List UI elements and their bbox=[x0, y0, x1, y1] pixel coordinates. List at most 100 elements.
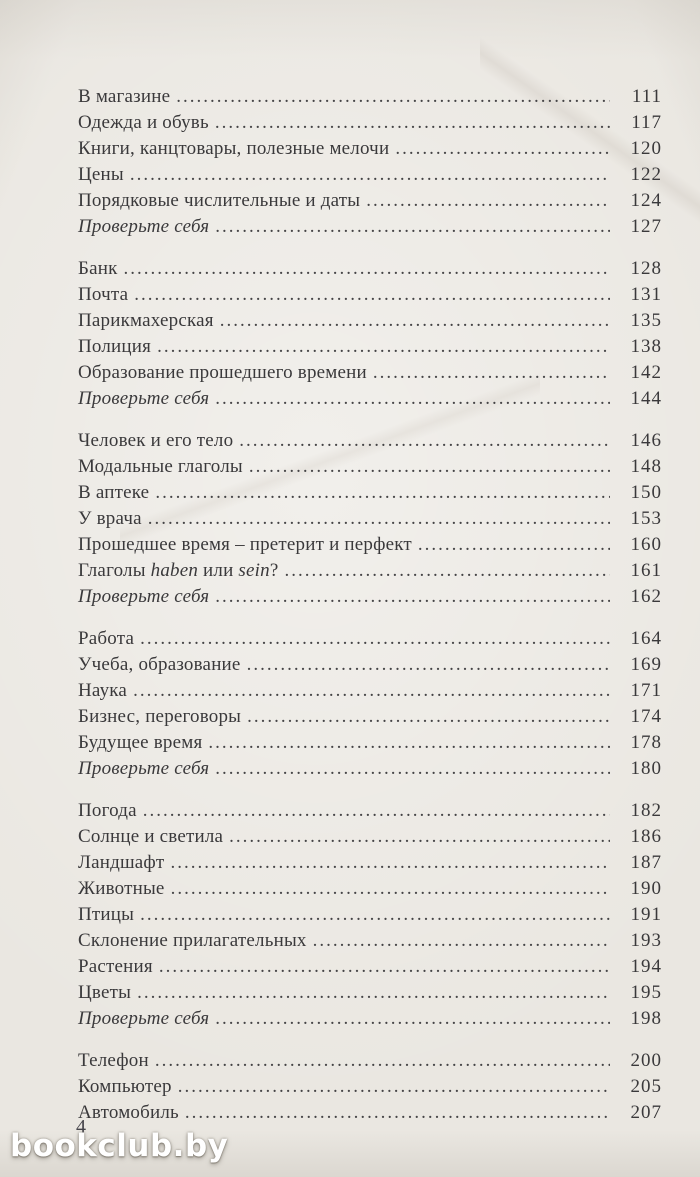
toc-row: Проверьте себя 127 bbox=[78, 214, 662, 240]
toc-label-part: Парикмахерская bbox=[78, 310, 214, 331]
toc-row: Глаголы haben или sein? 161 bbox=[78, 558, 662, 584]
toc-entry-label: Погода bbox=[78, 798, 137, 824]
toc-entry-label: Почта bbox=[78, 282, 128, 308]
toc-page-number: 198 bbox=[630, 1008, 662, 1029]
toc-row: Работа 164 bbox=[78, 626, 662, 652]
toc-label-part: Человек и его тело bbox=[78, 430, 234, 451]
toc-entry-label: Глаголы haben или sein? bbox=[78, 558, 278, 584]
toc-label-part: Проверьте себя bbox=[78, 1008, 210, 1029]
toc-row: Полиция 138 bbox=[78, 334, 662, 360]
dot-leader bbox=[155, 480, 610, 506]
toc-section: В магазине 111 Одежда и обувь 117 Книги, кан… bbox=[78, 84, 662, 240]
toc-section: Банк 128 Почта 131 Парикмахерская 135 Полиция 1… bbox=[78, 256, 662, 412]
toc-entry-label: Проверьте себя bbox=[78, 214, 209, 240]
toc-row: Прошедшее время – претерит и перфект 160 bbox=[78, 532, 662, 558]
toc-page-number: 171 bbox=[630, 680, 662, 701]
toc-entry-label: Книги, канцтовары, полезные мелочи bbox=[78, 136, 389, 162]
toc-label-part: Склонение прилагательных bbox=[78, 930, 307, 951]
toc-page-number: 186 bbox=[630, 826, 662, 847]
toc-row: Солнце и светила 186 bbox=[78, 824, 662, 850]
toc-label-part: Одежда и обувь bbox=[78, 112, 209, 133]
toc-label-part: Порядковые числительные и даты bbox=[78, 190, 361, 211]
toc-entry-label: Проверьте себя bbox=[78, 386, 209, 412]
toc-label-part: Животные bbox=[78, 878, 165, 899]
toc-section: Работа 164 Учеба, образование 169 Наука 171 Би… bbox=[78, 626, 662, 782]
toc-row: Проверьте себя 162 bbox=[78, 584, 662, 610]
toc-row: Птицы 191 bbox=[78, 902, 662, 928]
toc-row: Книги, канцтовары, полезные мелочи 120 bbox=[78, 136, 662, 162]
toc-label-part: Почта bbox=[78, 284, 129, 305]
toc-entry-label: Парикмахерская bbox=[78, 308, 214, 334]
dot-leader bbox=[140, 902, 610, 928]
dot-leader bbox=[185, 1100, 610, 1126]
toc-label-part: Проверьте себя bbox=[78, 388, 210, 409]
toc-section: Человек и его тело 146 Модальные глаголы 14… bbox=[78, 428, 662, 610]
dot-leader bbox=[215, 110, 610, 136]
toc-page-number: 190 bbox=[630, 878, 662, 899]
toc-page-number: 162 bbox=[630, 586, 662, 607]
toc-entry-label: Модальные глаголы bbox=[78, 454, 243, 480]
toc-page-number: 200 bbox=[630, 1050, 662, 1071]
toc-page-number: 178 bbox=[630, 732, 662, 753]
toc-label-part: Глаголы bbox=[78, 560, 151, 581]
toc-section: Погода 182 Солнце и светила 186 Ландшафт 187 Ж… bbox=[78, 798, 662, 1032]
toc-entry-label: Солнце и светила bbox=[78, 824, 223, 850]
toc-row: Почта 131 bbox=[78, 282, 662, 308]
toc-row: Склонение прилагательных 193 bbox=[78, 928, 662, 954]
dot-leader bbox=[170, 850, 610, 876]
toc-row: Проверьте себя 180 bbox=[78, 756, 662, 782]
dot-leader bbox=[220, 308, 610, 334]
dot-leader bbox=[176, 84, 610, 110]
toc-label-part: Цветы bbox=[78, 982, 132, 1003]
toc-label-part: Учеба, образование bbox=[78, 654, 241, 675]
toc-page-number: 160 bbox=[630, 534, 662, 555]
toc-page-number: 122 bbox=[630, 164, 662, 185]
toc-page-number: 144 bbox=[630, 388, 662, 409]
toc-page-number: 195 bbox=[630, 982, 662, 1003]
toc-label-part: Будущее время bbox=[78, 732, 203, 753]
toc-label-part: Модальные глаголы bbox=[78, 456, 243, 477]
dot-leader bbox=[247, 704, 610, 730]
toc-entry-label: Полиция bbox=[78, 334, 151, 360]
toc-row: Образование прошедшего времени 142 bbox=[78, 360, 662, 386]
toc-entry-label: Работа bbox=[78, 626, 134, 652]
dot-leader bbox=[140, 626, 610, 652]
toc-row: Проверьте себя 144 bbox=[78, 386, 662, 412]
dot-leader bbox=[137, 980, 610, 1006]
toc-entry-label: Ландшафт bbox=[78, 850, 164, 876]
toc-row: Погода 182 bbox=[78, 798, 662, 824]
toc-page-number: 193 bbox=[630, 930, 662, 951]
toc-page-number: 187 bbox=[630, 852, 662, 873]
dot-leader bbox=[157, 334, 610, 360]
toc-page-number: 205 bbox=[630, 1076, 662, 1097]
dot-leader bbox=[247, 652, 610, 678]
toc-entry-label: Прошедшее время – претерит и перфект bbox=[78, 532, 412, 558]
dot-leader bbox=[249, 454, 610, 480]
toc-page-number: 191 bbox=[630, 904, 662, 925]
toc-label-part: Погода bbox=[78, 800, 137, 821]
toc-page-number: 131 bbox=[630, 284, 662, 305]
toc-row: Ландшафт 187 bbox=[78, 850, 662, 876]
dot-leader bbox=[178, 1074, 610, 1100]
toc-row: У врача 153 bbox=[78, 506, 662, 532]
dot-leader bbox=[395, 136, 610, 162]
dot-leader bbox=[171, 876, 610, 902]
toc-row: Человек и его тело 146 bbox=[78, 428, 662, 454]
dot-leader bbox=[215, 584, 610, 610]
dot-leader bbox=[313, 928, 610, 954]
toc-page-number: 128 bbox=[630, 258, 662, 279]
toc-entry-label: Цены bbox=[78, 162, 124, 188]
toc-label-part: Полиция bbox=[78, 336, 152, 357]
dot-leader bbox=[215, 214, 610, 240]
toc-page-number: 124 bbox=[630, 190, 662, 211]
toc-entry-label: В магазине bbox=[78, 84, 170, 110]
table-of-contents: В магазине 111 Одежда и обувь 117 Книги, кан… bbox=[78, 84, 662, 1142]
dot-leader bbox=[215, 756, 610, 782]
toc-label-part: ? bbox=[269, 560, 279, 581]
toc-entry-label: Цветы bbox=[78, 980, 131, 1006]
toc-label-part: Ландшафт bbox=[78, 852, 165, 873]
toc-page-number: 174 bbox=[630, 706, 662, 727]
toc-page-number: 194 bbox=[630, 956, 662, 977]
toc-page-number: 138 bbox=[630, 336, 662, 357]
